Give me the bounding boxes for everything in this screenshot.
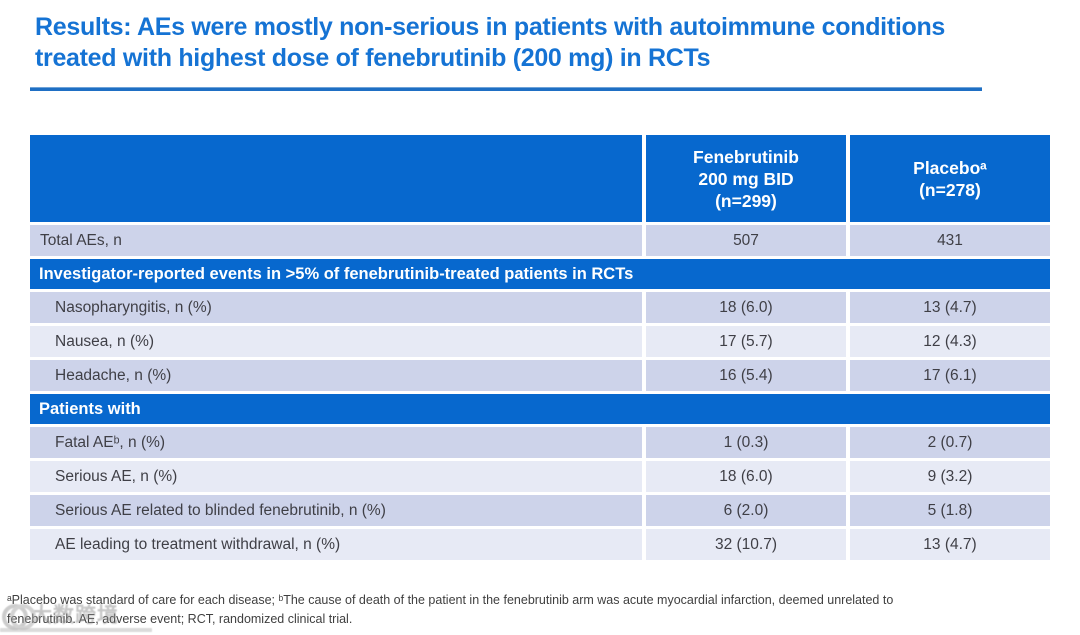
row-label: Fatal AEᵇ, n (%) (30, 427, 642, 458)
fenebrutinib-value: 507 (646, 225, 846, 256)
slide-title-line1: Results: AEs were mostly non-serious in … (35, 13, 946, 41)
placebo-value: 13 (4.7) (850, 292, 1050, 323)
table-row: Total AEs, n 507 431 (30, 225, 1050, 256)
row-label: AE leading to treatment withdrawal, n (%… (30, 529, 642, 560)
header-fenebrutinib-cell: Fenebrutinib 200 mg BID (n=299) (646, 135, 846, 222)
header-fenebrutinib-line3: (n=299) (715, 190, 777, 211)
placebo-value: 12 (4.3) (850, 326, 1050, 357)
placebo-value: 9 (3.2) (850, 461, 1050, 492)
placebo-value: 431 (850, 225, 1050, 256)
slide-title-line2: treated with highest dose of fenebrutini… (35, 44, 711, 72)
fenebrutinib-value: 6 (2.0) (646, 495, 846, 526)
table-row: Fatal AEᵇ, n (%) 1 (0.3) 2 (0.7) (30, 427, 1050, 458)
row-label: Nausea, n (%) (30, 326, 642, 357)
table-header-row: Fenebrutinib 200 mg BID (n=299) Placeboᵃ… (30, 135, 1050, 222)
header-empty-cell (30, 135, 642, 222)
fenebrutinib-value: 1 (0.3) (646, 427, 846, 458)
table-row: Headache, n (%) 16 (5.4) 17 (6.1) (30, 360, 1050, 391)
table-row: AE leading to treatment withdrawal, n (%… (30, 529, 1050, 560)
table-row: Serious AE, n (%) 18 (6.0) 9 (3.2) (30, 461, 1050, 492)
placebo-value: 13 (4.7) (850, 529, 1050, 560)
fenebrutinib-value: 17 (5.7) (646, 326, 846, 357)
row-label: Headache, n (%) (30, 360, 642, 391)
row-label: Total AEs, n (30, 225, 642, 256)
footnote-line2: fenebrutinib. AE, adverse event; RCT, ra… (7, 612, 353, 626)
footnote-line1: ᵃPlacebo was standard of care for each d… (7, 593, 894, 607)
table-row: Nausea, n (%) 17 (5.7) 12 (4.3) (30, 326, 1050, 357)
adverse-events-table: Fenebrutinib 200 mg BID (n=299) Placeboᵃ… (30, 135, 1050, 563)
header-placebo-cell: Placeboᵃ (n=278) (850, 135, 1050, 222)
table-row: Nasopharyngitis, n (%) 18 (6.0) 13 (4.7) (30, 292, 1050, 323)
header-fenebrutinib-line2: 200 mg BID (698, 168, 794, 189)
title-divider (30, 87, 982, 91)
table-row: Serious AE related to blinded fenebrutin… (30, 495, 1050, 526)
header-placebo-line2: (n=278) (919, 179, 981, 200)
fenebrutinib-value: 16 (5.4) (646, 360, 846, 391)
row-label: Nasopharyngitis, n (%) (30, 292, 642, 323)
fenebrutinib-value: 32 (10.7) (646, 529, 846, 560)
fenebrutinib-value: 18 (6.0) (646, 292, 846, 323)
placebo-value: 5 (1.8) (850, 495, 1050, 526)
row-label: Serious AE, n (%) (30, 461, 642, 492)
section-header-row: Patients with (30, 394, 1050, 424)
section-header-row: Investigator-reported events in >5% of f… (30, 259, 1050, 289)
header-fenebrutinib-line1: Fenebrutinib (693, 146, 799, 167)
fenebrutinib-value: 18 (6.0) (646, 461, 846, 492)
footnote: ᵃPlacebo was standard of care for each d… (7, 591, 1073, 629)
slide-title: Results: AEs were mostly non-serious in … (35, 12, 1075, 74)
placebo-value: 2 (0.7) (850, 427, 1050, 458)
placebo-value: 17 (6.1) (850, 360, 1050, 391)
row-label: Serious AE related to blinded fenebrutin… (30, 495, 642, 526)
header-placebo-line1: Placeboᵃ (913, 157, 987, 178)
